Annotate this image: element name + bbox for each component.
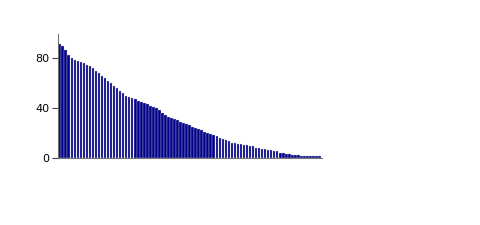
Bar bbox=[297, 155, 300, 157]
Bar bbox=[200, 130, 203, 157]
Bar bbox=[249, 146, 252, 158]
Bar bbox=[252, 146, 254, 158]
Bar bbox=[149, 106, 152, 158]
Bar bbox=[237, 144, 239, 158]
Bar bbox=[179, 122, 182, 158]
Bar bbox=[288, 154, 290, 157]
Bar bbox=[68, 55, 70, 158]
Bar bbox=[104, 78, 106, 158]
Bar bbox=[128, 97, 131, 158]
Bar bbox=[225, 140, 227, 158]
Bar bbox=[176, 120, 179, 158]
Bar bbox=[300, 156, 303, 157]
Bar bbox=[234, 143, 236, 158]
Bar bbox=[73, 60, 76, 158]
Bar bbox=[167, 117, 170, 158]
Bar bbox=[258, 148, 260, 157]
Bar bbox=[143, 103, 145, 158]
Bar bbox=[218, 138, 221, 157]
Bar bbox=[303, 156, 306, 157]
Bar bbox=[137, 101, 140, 158]
Bar bbox=[119, 91, 121, 158]
Bar bbox=[282, 153, 285, 158]
Bar bbox=[273, 151, 276, 158]
Bar bbox=[116, 88, 119, 158]
Bar bbox=[270, 150, 273, 158]
Bar bbox=[83, 63, 85, 158]
Bar bbox=[267, 150, 269, 158]
Bar bbox=[164, 115, 167, 158]
Bar bbox=[192, 126, 194, 158]
Bar bbox=[204, 131, 206, 158]
Bar bbox=[285, 154, 288, 157]
Bar bbox=[95, 71, 97, 158]
Bar bbox=[294, 155, 297, 157]
Bar bbox=[309, 156, 312, 157]
Bar bbox=[318, 156, 321, 157]
Bar bbox=[213, 135, 215, 158]
Bar bbox=[80, 62, 82, 158]
Bar bbox=[170, 118, 173, 158]
Bar bbox=[243, 145, 245, 158]
Bar bbox=[312, 156, 315, 157]
Bar bbox=[59, 44, 61, 158]
Bar bbox=[158, 110, 161, 158]
Bar bbox=[146, 104, 149, 158]
Bar bbox=[264, 149, 266, 158]
Bar bbox=[76, 61, 79, 158]
Bar bbox=[255, 148, 257, 157]
Bar bbox=[152, 107, 155, 158]
Bar bbox=[230, 143, 233, 158]
Bar bbox=[89, 66, 91, 158]
Bar bbox=[306, 156, 309, 157]
Bar bbox=[134, 99, 136, 158]
Bar bbox=[182, 123, 185, 158]
Bar bbox=[173, 119, 176, 158]
Bar bbox=[107, 81, 109, 158]
Bar bbox=[125, 96, 128, 158]
Bar bbox=[315, 156, 318, 157]
Bar bbox=[279, 153, 281, 158]
Bar bbox=[122, 93, 124, 158]
Bar bbox=[276, 151, 278, 158]
Bar bbox=[209, 134, 212, 158]
Bar bbox=[216, 136, 218, 158]
Bar bbox=[155, 108, 157, 158]
Bar bbox=[222, 139, 224, 157]
Bar bbox=[71, 58, 73, 158]
Bar bbox=[261, 149, 264, 158]
Bar bbox=[61, 46, 64, 158]
Bar bbox=[206, 133, 209, 158]
Bar bbox=[92, 68, 94, 158]
Bar bbox=[161, 113, 164, 158]
Bar bbox=[140, 102, 143, 158]
Bar bbox=[194, 128, 197, 158]
Bar bbox=[240, 144, 242, 158]
Bar bbox=[101, 76, 103, 158]
Bar bbox=[110, 83, 112, 158]
Bar bbox=[291, 155, 294, 157]
Bar bbox=[197, 129, 200, 157]
Bar bbox=[246, 145, 248, 158]
Bar bbox=[228, 141, 230, 158]
Bar bbox=[131, 98, 133, 158]
Bar bbox=[98, 73, 100, 158]
Bar bbox=[188, 125, 191, 158]
Bar bbox=[85, 65, 88, 158]
Bar bbox=[64, 50, 67, 158]
Bar bbox=[113, 86, 115, 158]
Bar bbox=[185, 124, 188, 158]
